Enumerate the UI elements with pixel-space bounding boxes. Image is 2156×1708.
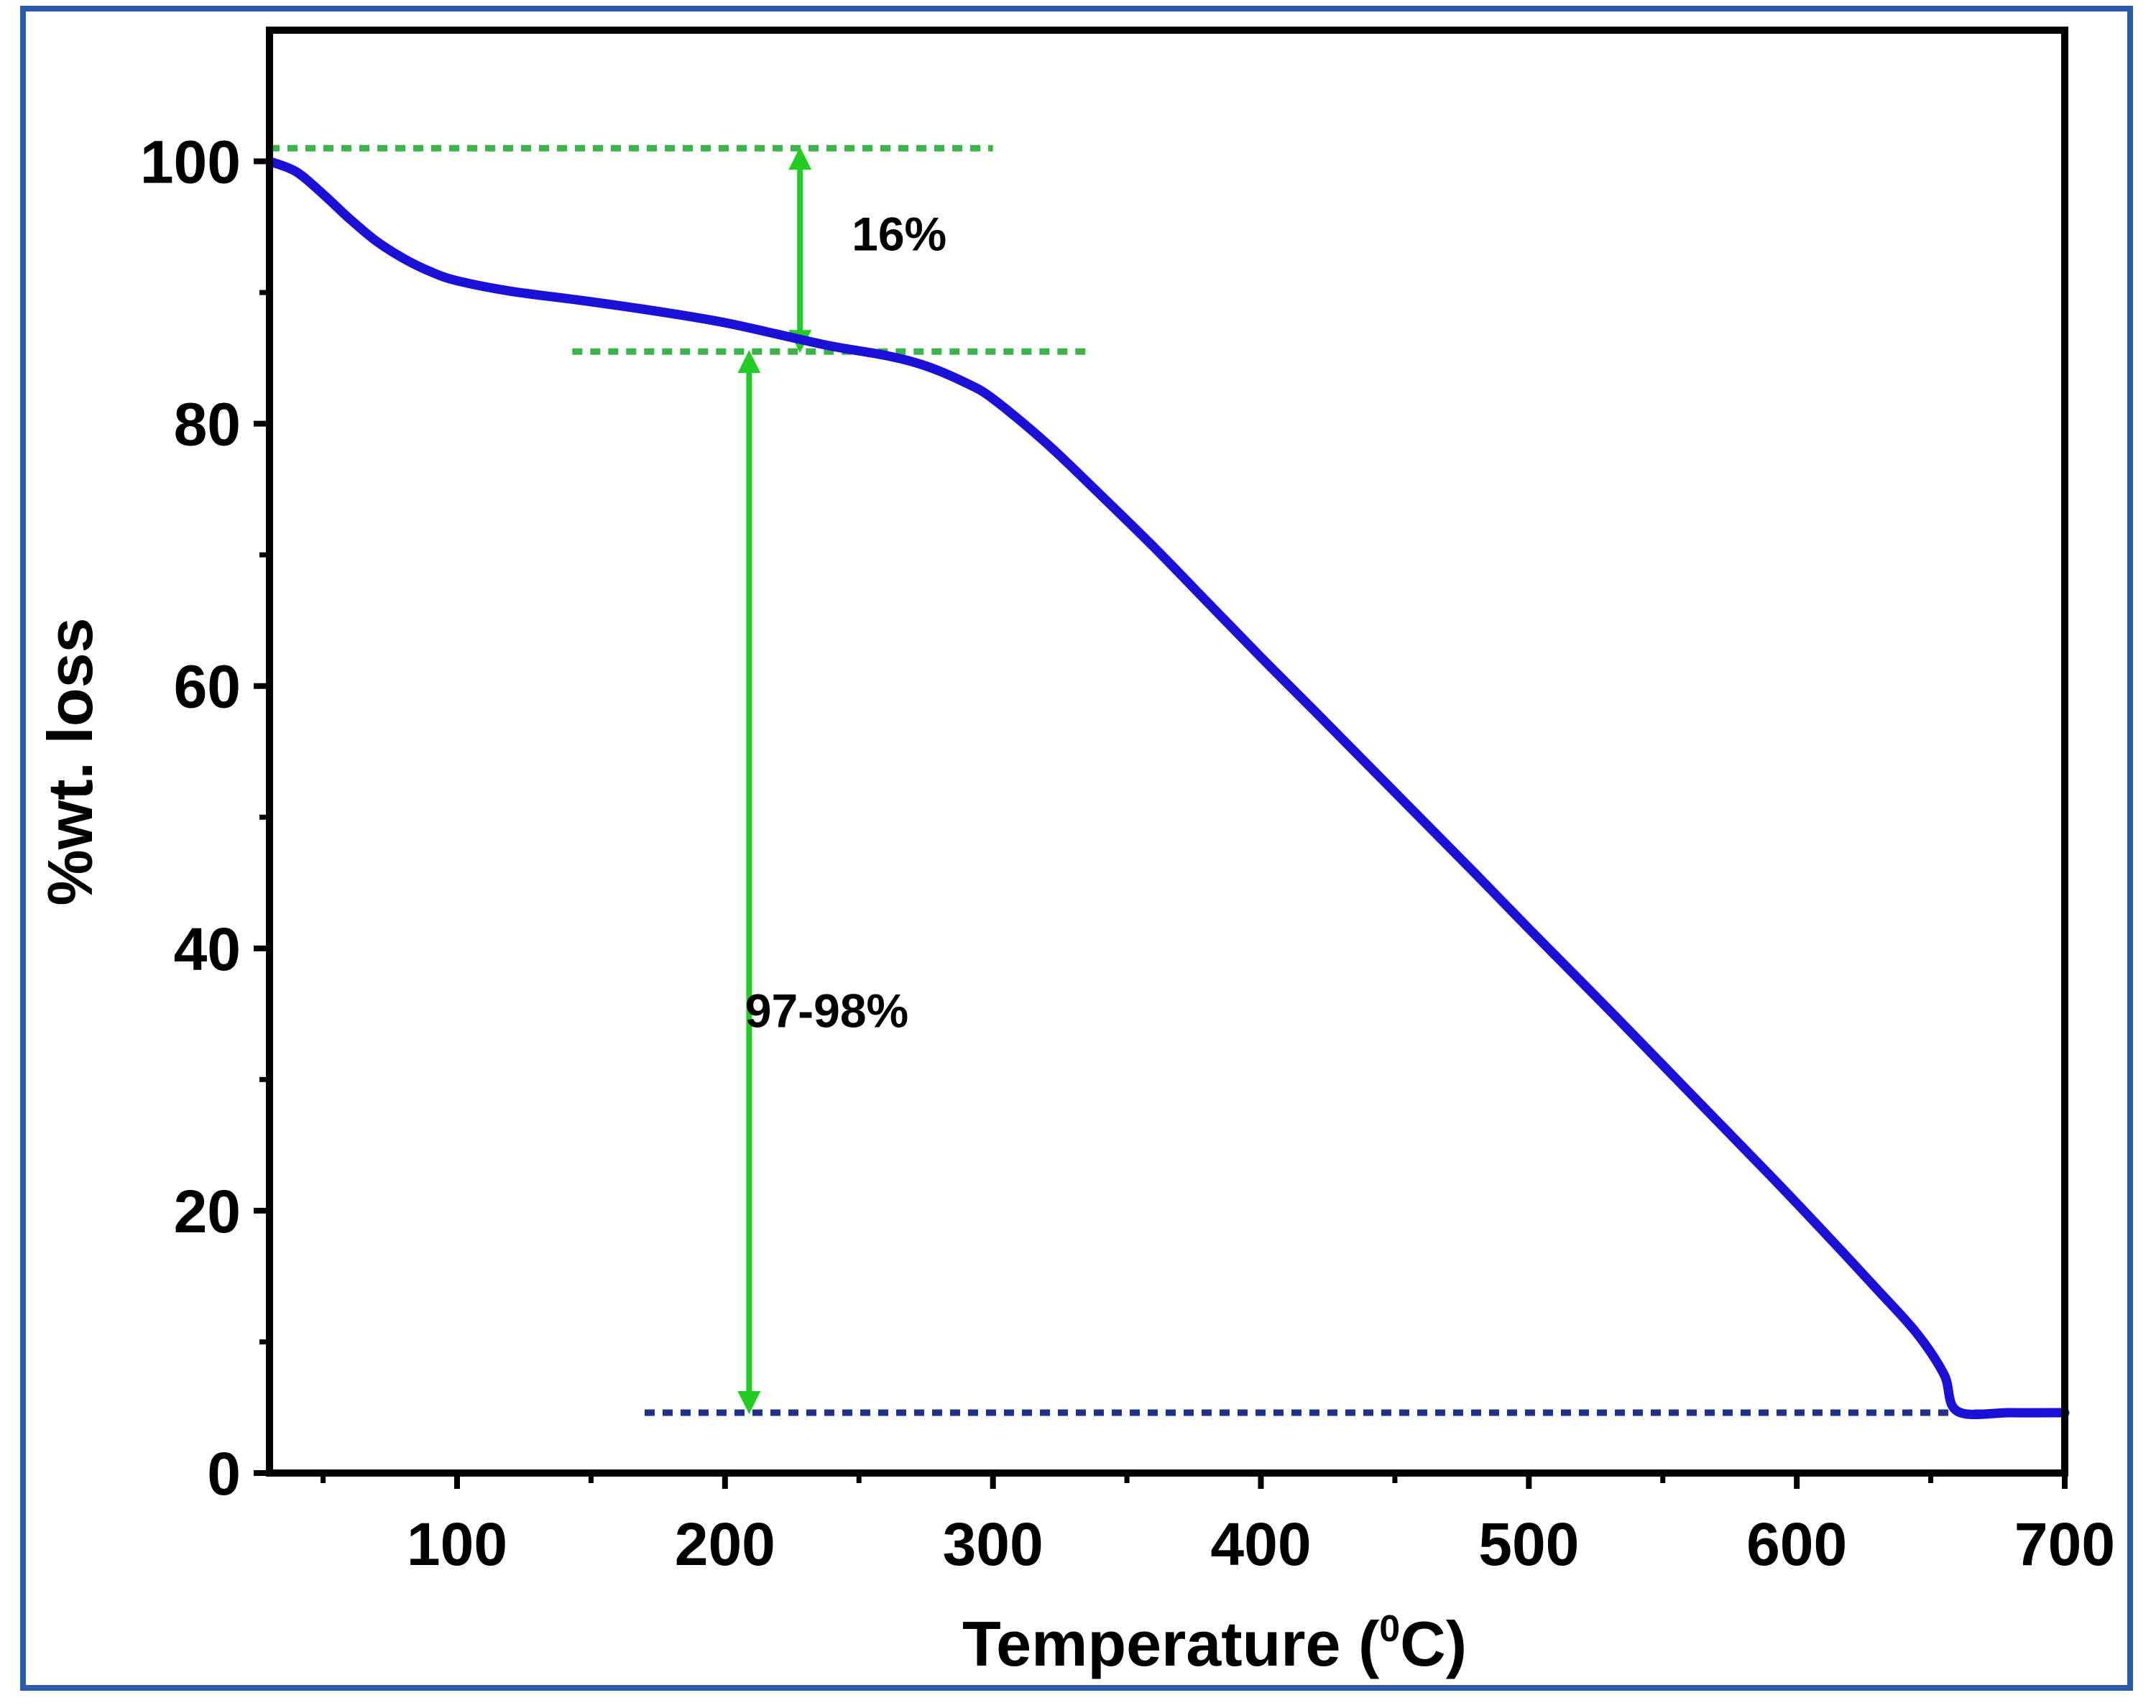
y-tick-label: 100 [140, 129, 241, 196]
y-tick-label: 60 [174, 653, 241, 721]
plot-area-border [266, 27, 2068, 1477]
x-axis-title-main: Temperature ( [962, 1608, 1380, 1679]
x-tick-label: 400 [1210, 1510, 1311, 1578]
y-tick-label: 0 [207, 1440, 241, 1508]
x-axis-title-superscript: 0 [1379, 1608, 1400, 1650]
x-tick-label: 500 [1478, 1510, 1579, 1578]
y-tick-label: 20 [174, 1178, 241, 1245]
x-tick-label: 600 [1746, 1510, 1847, 1578]
y-tick-label: 40 [174, 915, 241, 983]
x-tick-label: 300 [943, 1510, 1044, 1578]
x-tick-label: 700 [2014, 1510, 2115, 1578]
x-tick-label: 100 [407, 1510, 507, 1578]
tga-curve [264, 157, 2070, 1420]
x-tick-label: 200 [675, 1510, 775, 1578]
x-axis-title: Temperature (0C) [962, 1608, 1467, 1679]
y-axis-title: %wt. loss [34, 618, 106, 906]
annotation-97-98-percent: 97-98% [745, 984, 909, 1037]
annotation-16-percent: 16% [852, 208, 946, 261]
x-axis-title-unit: C) [1400, 1608, 1467, 1679]
y-tick-label: 80 [174, 391, 241, 458]
